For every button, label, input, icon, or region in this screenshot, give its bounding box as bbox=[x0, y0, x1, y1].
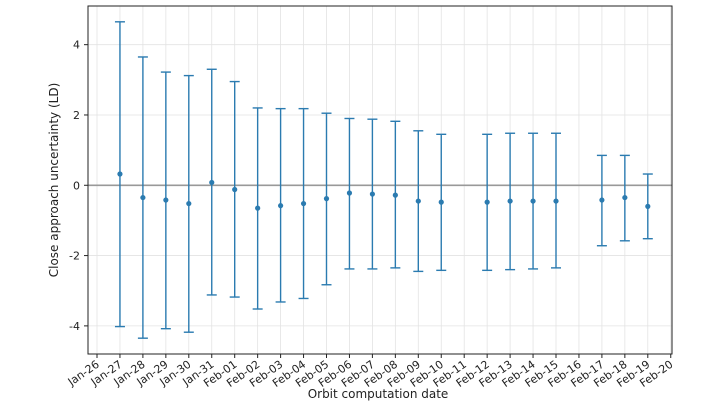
data-point bbox=[484, 199, 490, 205]
y-tick-label: 2 bbox=[73, 109, 80, 122]
data-point bbox=[255, 205, 261, 211]
data-point bbox=[140, 194, 146, 201]
y-tick-label: -2 bbox=[69, 250, 80, 263]
y-tick-label: 0 bbox=[73, 179, 80, 192]
data-point bbox=[438, 199, 444, 205]
grid bbox=[88, 6, 672, 354]
data-point bbox=[346, 190, 353, 196]
data-point bbox=[163, 197, 169, 203]
plot-frame bbox=[87, 5, 673, 355]
data-point bbox=[599, 197, 605, 203]
data-point bbox=[530, 198, 536, 204]
data-point bbox=[117, 171, 123, 177]
data-point bbox=[369, 191, 375, 197]
data-point bbox=[415, 198, 421, 204]
data-point bbox=[300, 200, 307, 207]
x-axis-ticks: Jan-26Jan-27Jan-28Jan-29Jan-30Jan-31Feb-… bbox=[65, 354, 675, 390]
y-tick-label: 4 bbox=[73, 39, 80, 52]
data-point bbox=[392, 192, 398, 198]
data-layer bbox=[114, 21, 653, 339]
data-point bbox=[323, 196, 330, 202]
data-point bbox=[553, 198, 559, 204]
data-point bbox=[232, 186, 238, 193]
y-axis-label: Close approach uncertainty (LD) bbox=[47, 83, 61, 278]
x-axis-label: Orbit computation date bbox=[308, 387, 449, 401]
data-point bbox=[209, 179, 215, 186]
data-point bbox=[507, 198, 513, 204]
data-point bbox=[645, 203, 651, 209]
y-tick-label: -4 bbox=[69, 320, 80, 333]
data-point bbox=[278, 203, 284, 209]
y-axis-ticks: -4 -2 0 2 4 bbox=[69, 39, 88, 333]
data-point bbox=[622, 194, 628, 201]
data-point bbox=[186, 200, 192, 207]
